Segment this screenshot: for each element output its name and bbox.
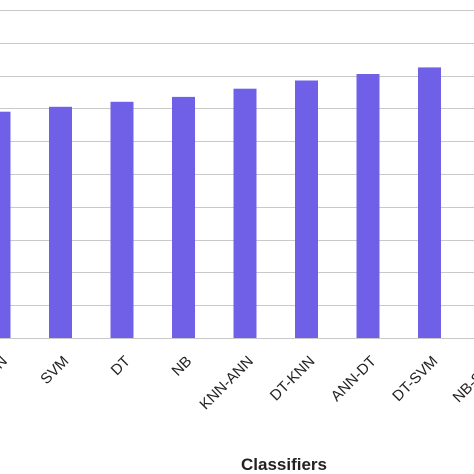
x-tick-label: ANN-DT: [328, 353, 380, 405]
x-tick-label: DT-KNN: [267, 353, 319, 405]
bar-dt-svm: [418, 67, 441, 339]
x-tick-label: KNN: [0, 353, 11, 387]
x-tick-label: DT-SVM: [389, 353, 441, 405]
x-axis-title: Classifiers: [241, 455, 327, 474]
bar-knn: [0, 111, 11, 338]
bar-knn-ann: [233, 88, 257, 338]
x-tick-label: KNN-ANN: [196, 353, 256, 413]
x-tick-labels: KNN SVM DT NB KNN-ANN DT-KNN ANN-DT DT-SVM NB-SV…: [0, 353, 474, 413]
x-tick-label: NB: [169, 353, 196, 380]
bar-nb: [172, 96, 195, 339]
bar-dt-knn: [295, 80, 318, 338]
x-tick-label: NB-SVM: [450, 353, 474, 406]
bar-svm: [49, 106, 72, 338]
x-tick-label: DT: [108, 353, 134, 379]
bar-dt: [110, 101, 134, 338]
bars: [0, 67, 441, 339]
x-tick-label: SVM: [37, 353, 72, 388]
bar-ann-dt: [356, 74, 380, 338]
